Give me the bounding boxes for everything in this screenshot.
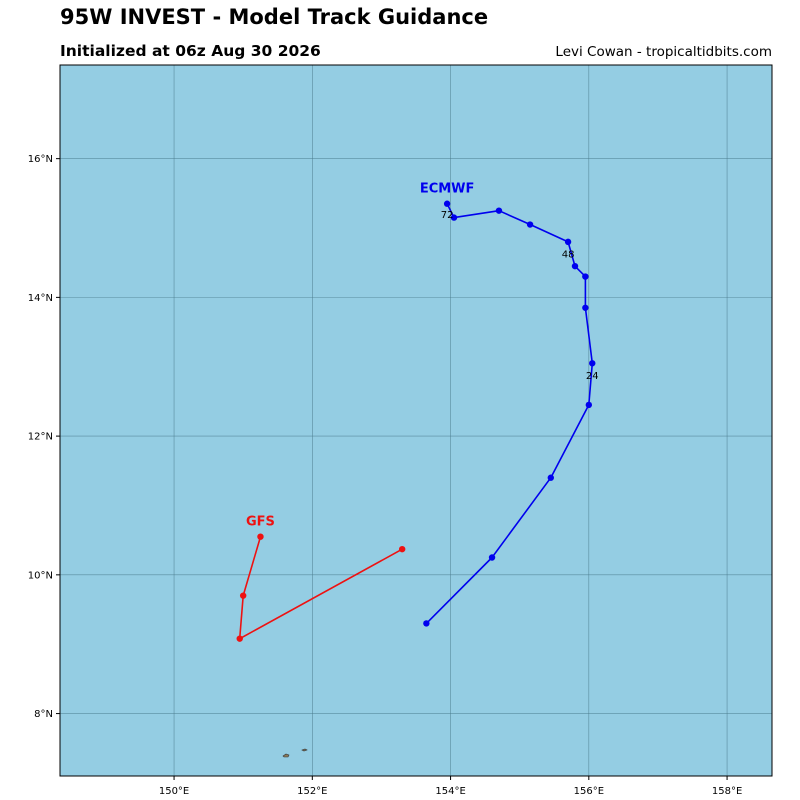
lat-tick-label: 14°N [28, 293, 53, 304]
land-islands [282, 748, 308, 758]
island-shape [301, 748, 308, 752]
gfs-track: GFS [236, 515, 406, 642]
model-tracks: GFS ECMWF 24 48 72 [236, 182, 599, 642]
ecmwf-track-point [423, 620, 430, 627]
ecmwf-track-point [495, 207, 503, 214]
forecast-hour-label: 72 [441, 210, 454, 221]
ecmwf-track-point [585, 401, 593, 409]
ecmwf-track-point [564, 238, 572, 246]
lon-tick-label: 158°E [712, 786, 742, 797]
ecmwf-track-point [582, 273, 589, 280]
ecmwf-track-point [571, 262, 579, 270]
lat-tick-label: 8°N [34, 709, 53, 720]
ecmwf-model-label: ECMWF [420, 182, 475, 197]
ecmwf-track-point [526, 221, 534, 228]
ecmwf-track-point [450, 214, 458, 221]
ecmwf-track-point [582, 304, 589, 311]
lon-tick-label: 156°E [574, 786, 604, 797]
ecmwf-track-point [488, 554, 496, 561]
map-frame [59, 64, 773, 777]
forecast-hour-label: 24 [586, 371, 599, 382]
lat-tick-label: 10°N [28, 570, 53, 581]
ecmwf-track-point [443, 200, 451, 207]
ocean-background [60, 65, 772, 776]
gfs-track-point [257, 533, 264, 540]
axis-ticks: 150°E 152°E 154°E 156°E 158°E 8°N 10°N 12°N 14°N… [28, 154, 742, 797]
lon-tick-label: 154°E [435, 786, 465, 797]
forecast-hour-label: 48 [562, 250, 575, 261]
lat-tick-label: 16°N [28, 154, 53, 165]
lon-tick-label: 152°E [297, 786, 327, 797]
lon-tick-label: 150°E [159, 786, 189, 797]
gfs-model-label: GFS [246, 515, 275, 530]
ecmwf-track-point [547, 474, 554, 481]
island-shape [282, 753, 290, 758]
lat-tick-label: 12°N [28, 432, 53, 443]
gfs-track-line [238, 536, 403, 640]
chart-subtitle: Initialized at 06z Aug 30 2026 [60, 42, 321, 60]
gfs-track-point [398, 545, 406, 553]
ecmwf-track: ECMWF 24 48 72 [420, 182, 599, 627]
grid-lines [60, 65, 772, 776]
gfs-track-point [236, 635, 243, 642]
gfs-track-point [239, 592, 247, 599]
credit-text: Levi Cowan - tropicaltidbits.com [555, 44, 772, 60]
ecmwf-track-point [589, 360, 596, 367]
chart-title: 95W INVEST - Model Track Guidance [60, 5, 489, 29]
